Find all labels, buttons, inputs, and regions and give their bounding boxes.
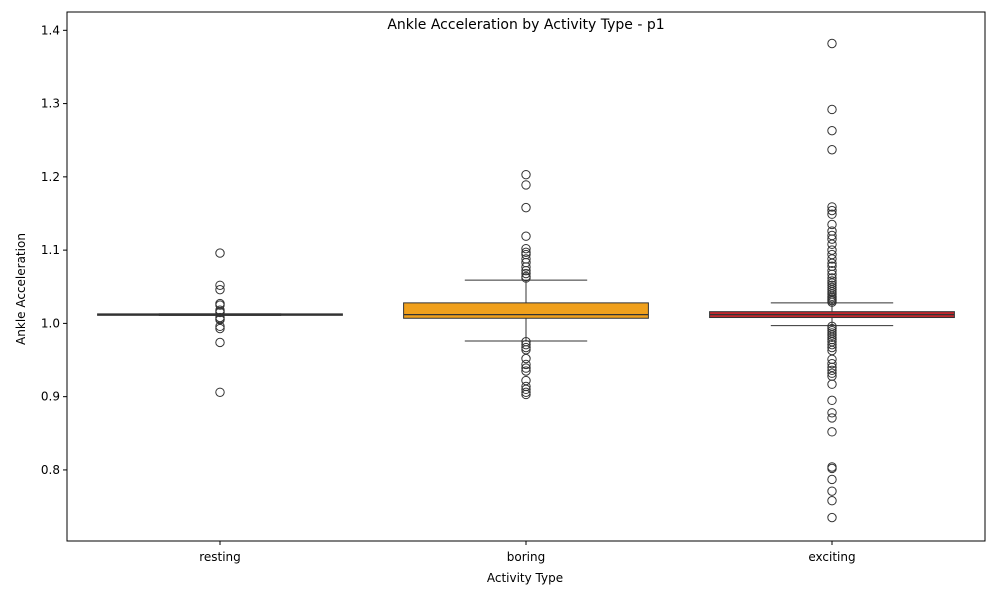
outlier-point — [827, 239, 837, 249]
outlier-point — [521, 384, 531, 395]
y-tick-label: 1.3 — [41, 97, 60, 111]
outlier-point — [827, 297, 837, 307]
outlier-point — [827, 219, 837, 230]
box-iqr — [403, 302, 649, 319]
x-axis-label: Activity Type — [487, 571, 563, 585]
outlier-point — [521, 273, 531, 283]
outlier-point — [827, 205, 837, 216]
outlier-point — [827, 474, 837, 485]
outlier-point — [215, 307, 225, 318]
outlier-point — [215, 321, 225, 332]
outlier-point — [521, 353, 531, 364]
x-tick-label: resting — [199, 550, 241, 564]
outlier-point — [827, 125, 837, 136]
outlier-point — [827, 463, 837, 474]
outlier-point — [521, 247, 531, 258]
y-axis: 0.8 0.9 1.0 1.1 1.2 1.3 1.4 — [41, 23, 67, 477]
outlier-point — [215, 300, 225, 310]
y-tick-label: 0.8 — [41, 463, 60, 477]
outlier-point — [215, 280, 225, 290]
outlier-point — [827, 496, 837, 506]
outlier-point — [215, 337, 225, 348]
x-tick-label: exciting — [808, 550, 855, 564]
box-group-resting — [97, 248, 343, 397]
outlier-point — [521, 180, 531, 190]
y-tick-label: 1.0 — [41, 316, 60, 330]
outlier-point — [215, 248, 225, 258]
outlier-point — [521, 169, 531, 180]
outlier-point — [827, 202, 837, 212]
y-tick-label: 1.2 — [41, 170, 60, 184]
y-axis-label: Ankle Acceleration — [14, 233, 28, 345]
outlier-point — [827, 265, 837, 276]
chart-title: Ankle Acceleration by Activity Type - p1 — [387, 17, 664, 33]
outlier-point — [521, 389, 531, 400]
outlier-point — [827, 332, 837, 343]
outlier-point — [827, 358, 837, 369]
outlier-point — [521, 262, 531, 272]
x-tick-label: boring — [507, 550, 545, 564]
y-tick-label: 0.9 — [41, 390, 60, 404]
outlier-point — [215, 387, 225, 397]
outlier-point — [827, 234, 837, 244]
y-tick-label: 1.4 — [41, 23, 60, 37]
box-group-exciting — [709, 38, 955, 523]
outlier-point — [827, 365, 837, 375]
outlier-point — [521, 265, 531, 276]
outlier-point — [827, 145, 837, 155]
outlier-point — [521, 363, 531, 373]
outlier-point — [827, 273, 837, 283]
plot-area — [66, 11, 986, 542]
outlier-point — [827, 486, 837, 496]
outlier-point — [521, 231, 531, 241]
outlier-point — [827, 104, 837, 115]
y-tick-label: 1.1 — [41, 243, 60, 257]
outlier-point — [521, 268, 531, 279]
outlier-point — [827, 339, 837, 350]
outlier-point — [827, 330, 837, 340]
outlier-point — [827, 368, 837, 378]
box-group-boring — [403, 169, 649, 400]
outlier-point — [521, 339, 531, 350]
x-axis: resting boring exciting — [199, 541, 856, 564]
outlier-point — [827, 413, 837, 423]
outlier-point — [827, 254, 837, 264]
outlier-point — [827, 38, 837, 49]
outlier-point — [827, 408, 837, 418]
outlier-point — [827, 258, 837, 269]
plot-frame — [66, 11, 986, 542]
outlier-point — [521, 366, 531, 376]
outlier-point — [215, 323, 225, 334]
outlier-point — [827, 209, 837, 219]
outlier-point — [521, 345, 531, 355]
outlier-point — [521, 202, 531, 213]
outlier-point — [521, 342, 531, 353]
outlier-point — [215, 284, 225, 295]
outlier-point — [827, 512, 837, 523]
outlier-point — [827, 379, 837, 389]
outlier-point — [827, 342, 837, 353]
outlier-point — [521, 243, 531, 254]
outlier-point — [521, 359, 531, 370]
outlier-point — [521, 387, 531, 397]
outlier-point — [827, 395, 837, 406]
outlier-point — [827, 427, 837, 437]
